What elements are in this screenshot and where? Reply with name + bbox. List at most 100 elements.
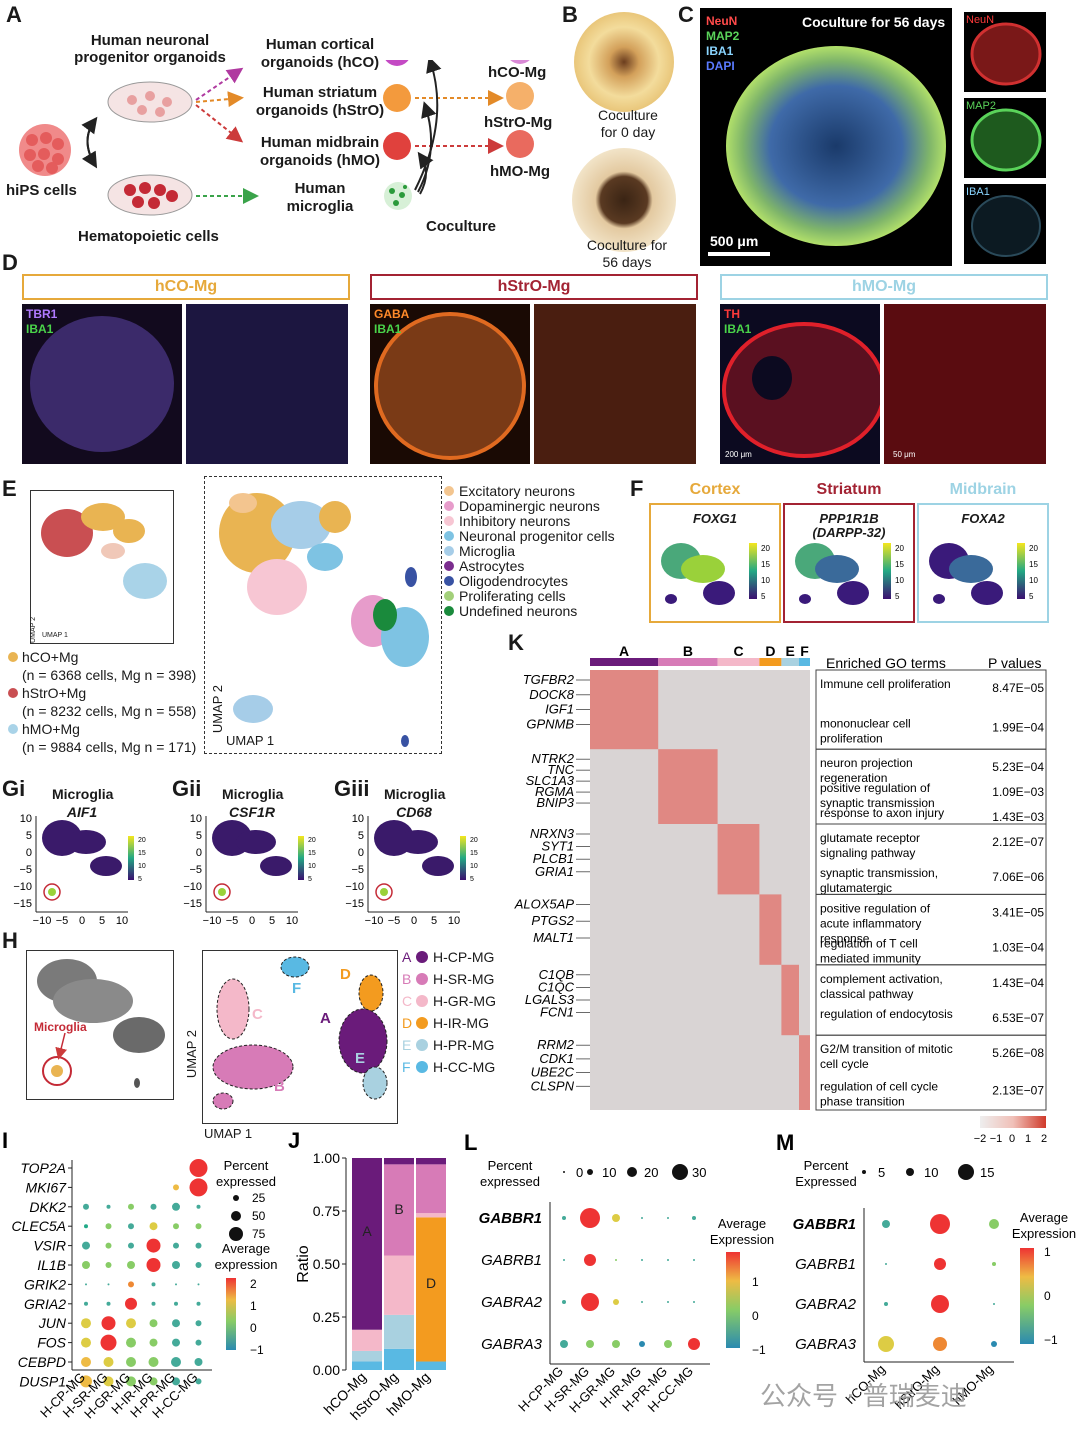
hmo-mg-header: hMO-Mg [720, 274, 1048, 300]
avg-title: Average [1020, 1210, 1068, 1225]
expression-dot [196, 1301, 201, 1306]
p-header: P values [988, 655, 1041, 671]
heatmap-gene-label: CDK1 [539, 1051, 574, 1066]
cluster-label: B [683, 646, 693, 659]
cluster-bar [590, 658, 659, 666]
gene-dotplot-i: I TOP2A MKI67 DKK2 CLEC5A VSIR IL1B GRIK2 GRIA2 J… [2, 1128, 277, 1421]
panel-label-m: M [776, 1130, 794, 1155]
panel-label-k: K [508, 630, 524, 655]
cluster-ratio-barchart: J1.000.750.500.250.00RatiohCO-MghStrO-Mg… [288, 1128, 446, 1423]
cell-type-legend-item: Undefined neurons [444, 604, 615, 619]
panel-label-g: Gii [172, 776, 202, 801]
day56-organoid-image [572, 148, 676, 252]
y-tick: 0.50 [313, 1256, 340, 1272]
sample-legend-detail: (n = 9884 cells, Mg n = 171) [22, 739, 197, 755]
neun-channel-image [964, 12, 1046, 92]
y-tick: −10 [345, 881, 364, 893]
expression-dot [146, 1258, 161, 1272]
region-umap-box [783, 503, 915, 623]
iba1-d3-label: IBA1 [724, 322, 752, 336]
expression-dot [173, 1184, 179, 1191]
umap-cell-types [204, 476, 442, 754]
subcluster-legend-item: A H-CP-MG [402, 949, 495, 965]
map2-channel-image [964, 98, 1046, 178]
heatmap-gene-label: BNIP3 [536, 795, 574, 810]
region-umap-plot: 20 15 10 5 [795, 543, 904, 605]
bar-segment [352, 1158, 382, 1330]
hco-zoom-image [186, 304, 348, 464]
panel-label-g: Giii [334, 776, 370, 801]
expression-dot [560, 1340, 568, 1348]
microglia-subcluster-umap [202, 950, 398, 1124]
y-tick: −5 [189, 864, 202, 876]
cluster-bar [658, 658, 718, 666]
go-term: synaptic transmission [820, 796, 935, 810]
panel-label-i: I [2, 1128, 8, 1153]
cell-type-legend-item: Microglia [444, 544, 615, 559]
go-term: regulation of endocytosis [820, 1007, 953, 1021]
avg-tick: −1 [250, 1343, 264, 1357]
heatmap-block [590, 670, 659, 750]
region-title: Midbrain [949, 481, 1017, 498]
cell-type-legend-item: Excitatory neurons [444, 484, 615, 499]
go-term: phase transition [820, 1095, 905, 1109]
subcluster-letter: D [340, 966, 351, 983]
colorbar-tick: 20 [761, 544, 770, 553]
pct-legend-dot [231, 1211, 241, 1221]
heatmap-gene-label: ALOX5AP [514, 896, 575, 911]
y-tick: −15 [13, 898, 32, 910]
cluster-label: F [800, 646, 809, 659]
hstro-overview-image [370, 304, 530, 464]
hcomg-label: hCO-Mg [488, 64, 547, 81]
expression-dot [933, 1337, 947, 1351]
panel-label-d: D [2, 250, 18, 275]
expression-dot [85, 1283, 87, 1286]
pct-legend-value: 25 [252, 1191, 266, 1205]
go-term: mediated immunity [820, 952, 921, 966]
avg-tick: −1 [752, 1343, 766, 1357]
go-term: regulation of T cell [820, 937, 918, 951]
heatmap-gene-label: RGMA [535, 784, 574, 799]
hstro-mg-icon [506, 82, 534, 110]
neun-small-label: NeuN [966, 14, 995, 26]
expression-dot [667, 1259, 669, 1261]
bar-segment [352, 1361, 382, 1370]
expression-dot [105, 1223, 112, 1230]
subcluster-legend: A H-CP-MG B H-SR-MG C H-GR-MG D H-IR-MG E H-PR-MG… [402, 946, 496, 1078]
avg-title: Average [222, 1241, 270, 1256]
heatmap-gene-label: SYT1 [541, 839, 574, 854]
avg-tick: 0 [1044, 1289, 1051, 1303]
neuronal-progenitor-label: Human neuronal progenitor organoids [74, 32, 226, 66]
p-value: 1.03E−04 [992, 941, 1044, 955]
colorbar-tick: 20 [308, 837, 316, 844]
expression-dot [641, 1217, 643, 1219]
gaba-label: GABA [374, 307, 410, 321]
subcluster-legend-item: E H-PR-MG [402, 1037, 495, 1053]
region-gene-label: FOXG1 [692, 511, 738, 526]
gene-label: MKI67 [26, 1179, 68, 1195]
y-axis-label: Ratio [295, 1245, 312, 1282]
heatmap-gene-label: PLCB1 [533, 851, 574, 866]
bar-segment [384, 1348, 414, 1370]
x-tick: 0 [79, 915, 85, 926]
region-gene-label: PPP1R1B [819, 511, 879, 526]
iba1-label: IBA1 [706, 44, 734, 58]
gene-label: GABRA3 [795, 1336, 857, 1353]
gene-label: GABRA3 [481, 1336, 543, 1353]
day56-caption: Coculture for 56 days [586, 237, 668, 270]
subcluster-legend-item: B H-SR-MG [402, 971, 495, 987]
go-term: response to axon injury [820, 806, 944, 820]
avg-tick: 0 [250, 1321, 257, 1335]
gene-label: CLEC5A [12, 1218, 66, 1234]
p-value: 1.43E−03 [992, 810, 1044, 824]
scale-tick: 1 [1025, 1133, 1031, 1145]
pct-legend-value: 15 [980, 1165, 994, 1180]
pct-legend-dot [627, 1167, 637, 1177]
region-umap-plot: 20 15 10 5 [929, 543, 1038, 605]
y-tick: 10 [20, 813, 32, 825]
expression-dot [81, 1337, 91, 1348]
th-label: TH [724, 307, 740, 321]
segment-label-d: D [426, 1275, 436, 1291]
expression-dot [126, 1337, 136, 1348]
